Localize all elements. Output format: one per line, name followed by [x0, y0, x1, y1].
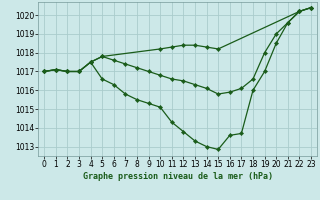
X-axis label: Graphe pression niveau de la mer (hPa): Graphe pression niveau de la mer (hPa)	[83, 172, 273, 181]
